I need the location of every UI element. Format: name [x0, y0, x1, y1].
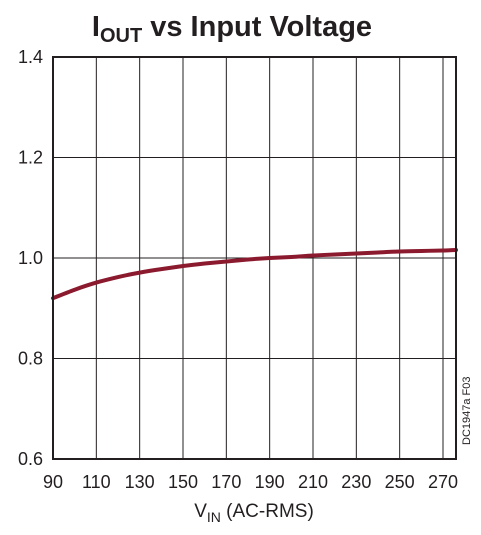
chart-title: IOUT vs Input Voltage — [92, 11, 372, 47]
x-axis-label-main: V — [194, 501, 207, 522]
series-group — [51, 248, 458, 301]
x-tick-label: 270 — [428, 472, 458, 492]
y-tick-labels: 0.6 0.8 1.0 1.2 1.4 — [18, 47, 43, 469]
x-axis-label: VIN (AC-RMS) — [194, 501, 314, 525]
y-tick-label: 1.0 — [18, 248, 43, 268]
y-tick-label: 0.6 — [18, 449, 43, 469]
x-tick-label: 230 — [341, 472, 371, 492]
series-line — [51, 248, 458, 301]
y-tick-label: 0.8 — [18, 349, 43, 369]
x-tick-label: 190 — [255, 472, 285, 492]
x-tick-label: 110 — [82, 472, 111, 492]
chart-title-rest: vs Input Voltage — [142, 11, 372, 43]
chart-title-main: I — [92, 11, 100, 43]
x-axis-label-subscript: IN — [207, 509, 221, 525]
x-axis-label-rest: (AC-RMS) — [221, 501, 314, 522]
figure-code: DC1947a F03 — [461, 377, 473, 446]
y-tick-label: 1.2 — [18, 148, 43, 168]
x-tick-label: 150 — [168, 472, 198, 492]
y-tick-label: 1.4 — [18, 47, 43, 67]
x-tick-labels: 90 110 130 150 170 190 210 230 250 270 — [43, 472, 458, 492]
chart-title-subscript: OUT — [100, 25, 142, 47]
x-tick-label: 130 — [125, 472, 155, 492]
x-tick-label: 170 — [211, 472, 241, 492]
x-tick-label: 90 — [43, 472, 63, 492]
x-tick-label: 210 — [298, 472, 328, 492]
plot-frame — [52, 56, 457, 460]
x-tick-label: 250 — [385, 472, 415, 492]
